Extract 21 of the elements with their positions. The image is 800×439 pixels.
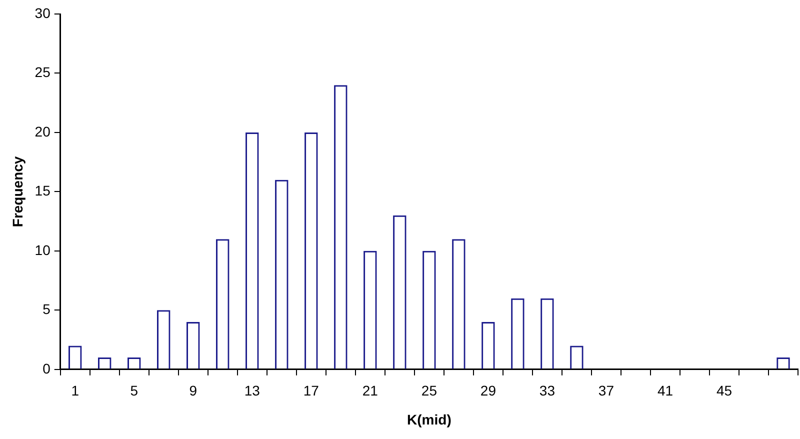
x-tick-label: 45 — [716, 382, 732, 399]
x-tick-label: 13 — [244, 382, 260, 399]
y-tick-label: 10 — [34, 242, 51, 258]
y-tick-label: 5 — [42, 301, 51, 318]
x-tick-label: 29 — [480, 382, 496, 399]
x-tick-label: 5 — [130, 382, 138, 399]
x-tick-label: 41 — [657, 382, 674, 399]
x-tick-label: 1 — [71, 382, 80, 399]
x-tick-label: 37 — [598, 382, 614, 399]
x-tick-label: 17 — [303, 382, 320, 399]
y-tick-label: 30 — [34, 4, 51, 21]
y-axis-title: Frequency — [9, 156, 26, 228]
x-tick-label: 21 — [362, 382, 378, 399]
x-tick-label: 25 — [421, 382, 438, 399]
x-tick-label: 9 — [189, 382, 198, 399]
y-tick-label: 20 — [34, 123, 51, 140]
x-axis-title: K(mid) — [407, 411, 452, 428]
y-tick-label: 15 — [34, 182, 51, 199]
y-tick-label: 25 — [34, 64, 51, 80]
x-tick-label: 33 — [539, 382, 556, 399]
y-tick-label: 0 — [42, 360, 51, 376]
